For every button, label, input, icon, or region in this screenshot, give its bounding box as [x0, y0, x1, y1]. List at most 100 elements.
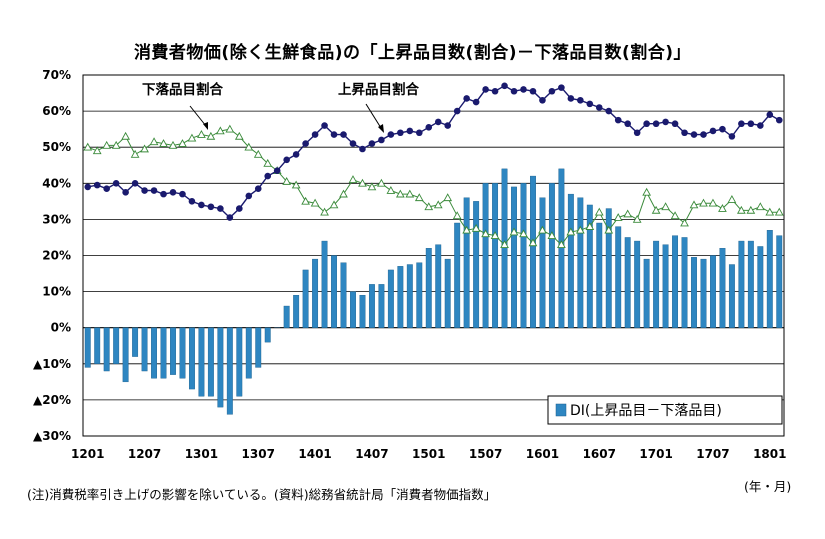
point-fall-ratio: [149, 137, 159, 146]
y-tick-label: 20%: [42, 249, 71, 263]
point-rise-ratio: [188, 198, 196, 205]
point-fall-ratio: [481, 229, 490, 238]
x-tick-label: 1607: [583, 447, 616, 461]
bar-di: [681, 237, 688, 328]
point-fall-ratio: [471, 223, 481, 232]
source-note: (注)消費税率引き上げの影響を除いている。(資料)総務省統計局「消費者物価指数」: [27, 487, 497, 502]
bar-di: [558, 168, 565, 328]
point-fall-ratio: [339, 189, 348, 198]
x-tick-label: 1501: [412, 447, 445, 461]
bar-di: [473, 201, 480, 328]
bar-di: [492, 183, 499, 328]
bar-di: [84, 327, 91, 368]
point-fall-ratio: [651, 205, 661, 214]
grid-lines: [82, 74, 785, 437]
point-fall-ratio: [377, 178, 386, 187]
point-rise-ratio: [681, 129, 688, 137]
annotation-fall-ratio: 下落品目割合: [142, 81, 223, 98]
bar-di: [615, 226, 622, 328]
bar-di: [151, 327, 157, 379]
point-rise-ratio: [387, 131, 395, 138]
point-rise-ratio: [614, 116, 622, 124]
point-rise-ratio: [207, 203, 215, 211]
annotation-arrow-fall: [189, 105, 207, 127]
point-fall-ratio: [699, 198, 708, 207]
point-fall-ratio: [215, 126, 225, 135]
point-rise-ratio: [643, 120, 650, 128]
point-rise-ratio: [160, 190, 167, 198]
bar-di: [378, 284, 385, 328]
x-tick-label: 1201: [71, 447, 104, 461]
bar-di: [691, 257, 697, 328]
point-rise-ratio: [738, 120, 745, 128]
point-fall-ratio: [443, 193, 453, 202]
legend-box: [547, 395, 783, 425]
x-tick-label: 1601: [526, 447, 559, 461]
point-fall-ratio: [244, 142, 254, 151]
point-rise-ratio: [236, 205, 243, 212]
point-rise-ratio: [340, 131, 347, 138]
point-rise-ratio: [491, 87, 499, 95]
bar-di: [331, 255, 337, 328]
point-fall-ratio: [765, 207, 775, 216]
bar-di: [350, 291, 356, 328]
point-fall-ratio: [623, 209, 633, 218]
bar-di: [283, 305, 290, 328]
point-fall-ratio: [509, 227, 519, 236]
point-rise-ratio: [311, 131, 319, 138]
point-fall-ratio: [538, 225, 547, 234]
point-rise-ratio: [652, 120, 660, 128]
legend-swatch-di: [555, 403, 567, 417]
point-rise-ratio: [558, 84, 565, 91]
point-fall-ratio: [613, 213, 623, 221]
point-rise-ratio: [415, 129, 423, 137]
point-fall-ratio: [320, 207, 329, 216]
x-tick-label: 1401: [298, 447, 331, 461]
legend-label-di: DI(上昇品目－下落品目): [570, 403, 722, 419]
bar-di: [359, 295, 366, 328]
bar-di: [397, 266, 404, 328]
bar-di: [226, 327, 233, 415]
point-fall-ratio: [661, 202, 670, 211]
point-rise-ratio: [463, 95, 470, 102]
bar-di: [530, 175, 536, 328]
point-rise-ratio: [302, 140, 309, 147]
bar-di: [700, 258, 707, 328]
point-fall-ratio: [130, 149, 140, 158]
point-rise-ratio: [169, 189, 177, 196]
point-fall-ratio: [111, 140, 121, 149]
point-fall-ratio: [575, 225, 585, 234]
bar-di: [454, 222, 461, 328]
chart-title: 消費者物価(除く生鮮食品)の「上昇品目数(割合)－下落品目数(割合)」: [133, 43, 692, 63]
point-rise-ratio: [131, 180, 139, 187]
y-tick-label: 60%: [42, 104, 71, 118]
point-fall-ratio: [585, 222, 595, 230]
bar-di: [719, 248, 726, 328]
bar-di: [444, 258, 451, 328]
point-rise-ratio: [510, 87, 518, 95]
point-rise-ratio: [254, 185, 262, 193]
point-rise-ratio: [283, 156, 290, 164]
x-tick-label: 1407: [355, 447, 388, 461]
x-tick-label: 1507: [469, 447, 502, 461]
di-bars: [84, 168, 783, 415]
bar-di: [132, 327, 139, 357]
point-fall-ratio: [737, 205, 746, 214]
bar-di: [710, 255, 716, 328]
bar-di: [321, 240, 328, 328]
point-fall-ratio: [642, 187, 652, 196]
bar-di: [672, 235, 679, 328]
point-rise-ratio: [539, 96, 546, 104]
y-tick-label: 0%: [51, 321, 71, 335]
bar-di: [501, 168, 508, 328]
bar-di: [94, 327, 101, 365]
point-rise-ratio: [577, 96, 584, 104]
point-rise-ratio: [179, 190, 186, 198]
point-fall-ratio: [708, 198, 718, 207]
annotation-rise-ratio: 上昇品目割合: [338, 81, 419, 98]
bar-di: [776, 235, 783, 328]
point-fall-ratio: [755, 202, 765, 211]
point-rise-ratio: [472, 98, 480, 106]
point-fall-ratio: [358, 178, 367, 187]
bar-di: [567, 193, 574, 328]
